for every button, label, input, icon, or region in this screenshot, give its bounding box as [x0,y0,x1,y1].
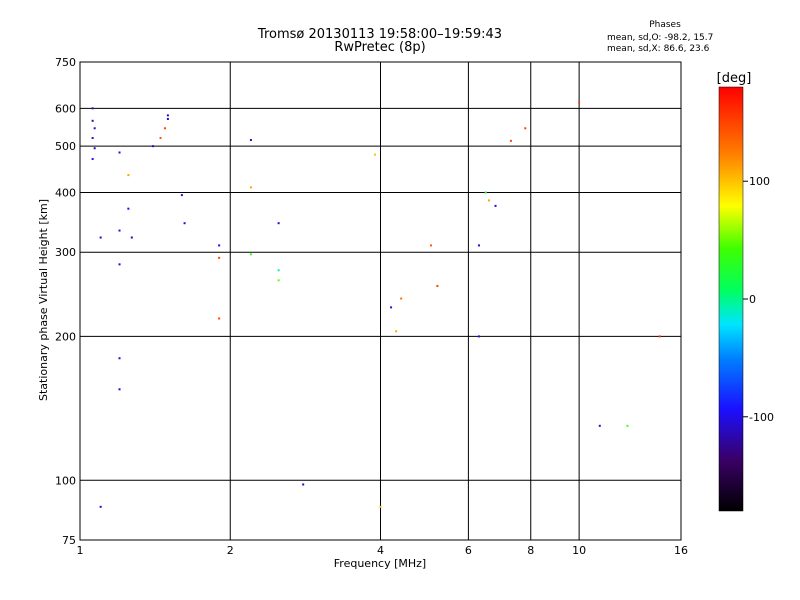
colorbar-ticks: 100 0 -100 [743,175,774,424]
scatter-point [91,107,94,110]
scatter-points [91,101,661,508]
scatter-point [91,158,94,161]
colorbar-tick-label: 0 [749,293,756,306]
scatter-point [430,244,433,247]
chart-subtitle: RwPretec (8p) [334,40,426,55]
scatter-point [249,139,252,142]
scatter-point [99,236,102,239]
y-axis-label: Stationary phase Virtual Height [km] [37,199,50,401]
y-tick-label: 500 [55,140,76,153]
scatter-point [163,127,166,130]
scatter-point [166,117,169,120]
scatter-point [99,505,102,508]
y-tick-label: 200 [55,330,76,343]
scatter-point [626,424,629,427]
scatter-point [395,330,398,333]
scatter-point [249,253,252,256]
scatter-point [390,306,393,309]
scatter-point [118,229,121,232]
scatter-point [91,137,94,140]
phases-stats-o: mean, sd,O: -98.2, 15.7 [607,33,714,43]
grid-lines [80,62,681,540]
scatter-point [494,204,497,207]
scatter-point [180,194,183,197]
phases-stats-x: mean, sd,X: 86.6, 23.6 [607,44,710,54]
x-tick-label: 2 [227,544,234,557]
scatter-point [477,244,480,247]
x-tick-label: 8 [527,544,534,557]
scatter-point [277,269,280,272]
scatter-point [436,284,439,287]
scatter-point [400,297,403,300]
x-axis-ticks: 1 2 4 6 8 10 16 [77,544,689,557]
x-tick-label: 6 [465,544,472,557]
scatter-point [118,151,121,154]
scatter-point [249,186,252,189]
scatter-point [118,388,121,391]
scatter-point [159,137,162,140]
scatter-point [151,145,154,148]
scatter-point [218,256,221,259]
scatter-point [183,222,186,225]
scatter-point [218,244,221,247]
scatter-point [127,207,130,210]
y-tick-label: 300 [55,246,76,259]
scatter-point [302,483,305,486]
scatter-point [524,127,527,130]
scatter-point [578,101,581,104]
scatter-point [658,335,661,338]
scatter-point [118,263,121,266]
x-tick-label: 4 [377,544,384,557]
plot-frame [79,61,682,541]
colorbar-label: [deg] [717,71,752,86]
colorbar-tick-label: -100 [749,411,774,424]
scatter-point [130,236,133,239]
scatter-point [484,191,487,194]
scatter-point [166,114,169,117]
scatter-point [218,317,221,320]
scatter-point [374,153,377,156]
scatter-point [118,357,121,360]
scatter-point [277,279,280,282]
x-axis-label: Frequency [MHz] [334,557,426,570]
scatter-point [93,127,96,130]
scatter-point [598,424,601,427]
scatter-point [509,139,512,142]
y-tick-label: 600 [55,102,76,115]
scatter-point [277,222,280,225]
y-tick-label: 400 [55,186,76,199]
scatter-point [488,199,491,202]
y-tick-label: 100 [55,474,76,487]
x-tick-label: 10 [572,544,586,557]
scatter-point [379,505,382,508]
scatter-point [477,335,480,338]
y-tick-label: 75 [62,534,76,547]
scatter-point [127,174,130,177]
x-tick-label: 16 [674,544,688,557]
scatter-point [93,147,96,150]
colorbar-tick-label: 100 [749,175,770,188]
colorbar [718,86,744,512]
phases-stats-title: Phases [649,20,681,30]
scatter-point [91,119,94,122]
y-tick-label: 750 [55,56,76,69]
x-tick-label: 1 [77,544,84,557]
chart-title: Tromsø 20130113 19:58:00–19:59:43 [257,27,503,42]
y-axis-ticks: 75 100 200 300 400 500 600 750 [55,56,76,547]
